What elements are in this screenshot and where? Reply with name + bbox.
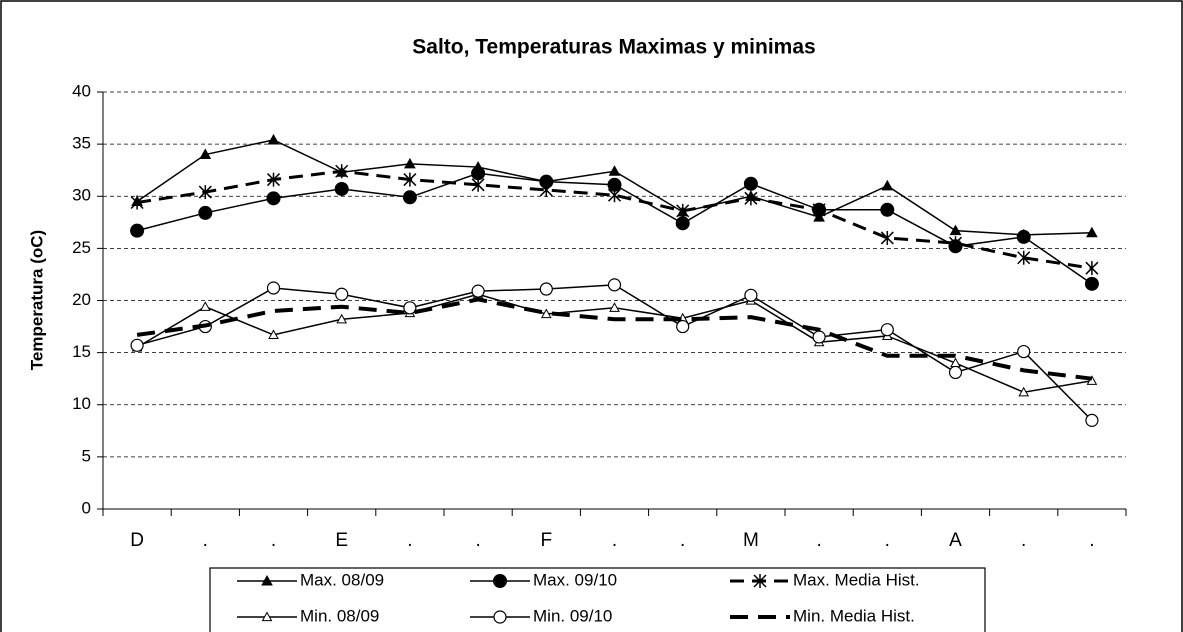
marker (607, 278, 622, 292)
x-tick-label: M (743, 530, 759, 551)
series-line (136, 297, 1093, 381)
y-tick-label: 25 (72, 238, 91, 257)
marker (539, 174, 554, 189)
x-tick-label: . (680, 530, 685, 551)
legend-label: Min. 09/10 (533, 606, 612, 625)
marker (880, 202, 895, 217)
marker (880, 323, 894, 337)
x-tick-label: A (949, 530, 962, 551)
legend-label: Max. 08/09 (300, 570, 384, 589)
marker (266, 281, 281, 295)
series-line (136, 169, 1093, 270)
marker (334, 181, 349, 196)
marker (540, 308, 552, 319)
y-tick-label: 20 (72, 290, 91, 309)
marker (812, 330, 826, 344)
marker (266, 172, 281, 187)
y-tick-label: 10 (72, 394, 91, 413)
marker (130, 195, 144, 210)
chart-title: Salto, Temperaturas Maximas y minimas (412, 36, 815, 59)
legend-label: Max. Media Hist. (793, 570, 920, 589)
y-tick-label: 35 (72, 134, 91, 153)
marker (753, 574, 767, 588)
marker (471, 177, 485, 192)
marker (744, 288, 758, 302)
x-tick-label: . (475, 530, 480, 551)
marker (403, 301, 417, 315)
x-tick-label: E (335, 530, 348, 551)
x-tick-label: . (271, 530, 276, 551)
marker (948, 236, 963, 251)
marker (539, 182, 553, 197)
y-tick-label: 30 (72, 186, 91, 205)
marker (1086, 226, 1098, 238)
marker (743, 176, 758, 191)
marker (949, 224, 962, 236)
y-tick-label: 5 (82, 446, 91, 465)
marker (130, 223, 145, 238)
marker (471, 284, 485, 298)
x-tick-label: . (885, 530, 890, 551)
marker (199, 148, 212, 160)
marker (335, 287, 349, 301)
marker (880, 230, 894, 245)
y-tick-label: 15 (72, 342, 91, 361)
marker (402, 190, 417, 205)
marker (812, 202, 826, 217)
marker (493, 610, 507, 624)
marker (676, 319, 690, 334)
legend-label: Min. 08/09 (300, 606, 379, 625)
marker (1017, 344, 1031, 359)
marker (335, 164, 349, 179)
marker (1016, 229, 1031, 244)
x-tick-label: . (1089, 530, 1094, 551)
marker (607, 188, 622, 203)
x-tick-label: . (203, 530, 208, 551)
marker (1085, 413, 1099, 427)
marker (675, 216, 690, 231)
marker (1085, 261, 1099, 276)
marker (198, 205, 213, 220)
marker (607, 177, 622, 192)
marker (471, 166, 486, 181)
marker (539, 282, 553, 296)
marker (336, 313, 348, 324)
marker (403, 172, 417, 187)
marker (676, 203, 690, 218)
legend-label: Max. 09/10 (533, 570, 617, 589)
marker (1084, 276, 1099, 291)
marker (948, 365, 963, 380)
x-tick-label: . (612, 530, 617, 551)
marker (1018, 386, 1030, 397)
marker (1017, 250, 1031, 265)
marker (266, 191, 281, 206)
marker (404, 157, 416, 169)
marker (493, 574, 507, 588)
marker (261, 574, 273, 586)
marker (268, 329, 279, 340)
marker (267, 133, 280, 145)
x-tick-label: D (130, 530, 144, 551)
legend-label: Min. Media Hist. (793, 606, 915, 625)
x-tick-label: F (540, 530, 552, 551)
x-tick-label: . (407, 530, 412, 551)
x-tick-label: . (1021, 530, 1026, 551)
marker (130, 338, 144, 352)
marker (198, 185, 212, 200)
marker (744, 191, 758, 206)
legend-box (209, 567, 986, 632)
y-tick-label: 0 (82, 498, 91, 517)
marker (608, 165, 621, 176)
y-axis-label: Temperatura (oC) (27, 230, 46, 370)
marker (261, 611, 273, 622)
x-tick-label: . (816, 530, 821, 551)
y-tick-label: 40 (72, 81, 91, 100)
marker (881, 179, 894, 191)
marker (199, 301, 211, 311)
marker (609, 302, 620, 312)
